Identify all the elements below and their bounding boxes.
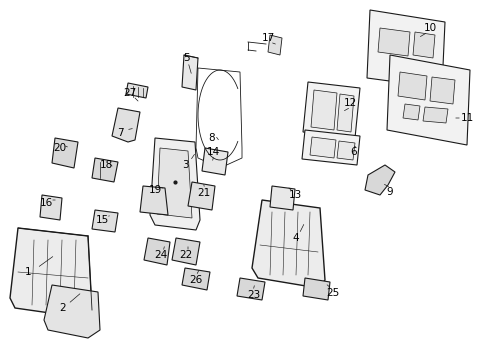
Polygon shape [309,137,335,158]
Text: 8: 8 [208,133,215,143]
Text: 2: 2 [60,303,66,313]
Polygon shape [412,32,434,58]
Polygon shape [182,268,209,290]
Text: 12: 12 [343,98,356,108]
Text: 5: 5 [183,53,189,63]
Text: 21: 21 [197,188,210,198]
Polygon shape [92,158,118,182]
Text: 1: 1 [24,267,31,277]
Polygon shape [112,108,140,142]
Polygon shape [377,28,409,56]
Polygon shape [10,228,92,318]
Polygon shape [40,195,62,220]
Text: 26: 26 [189,275,202,285]
Polygon shape [422,107,447,123]
Text: 9: 9 [386,187,392,197]
Polygon shape [182,55,198,90]
Polygon shape [364,165,394,195]
Text: 19: 19 [148,185,162,195]
Polygon shape [143,238,170,265]
Text: 6: 6 [350,147,357,157]
Polygon shape [397,72,426,100]
Polygon shape [187,182,215,210]
Polygon shape [202,148,227,175]
Polygon shape [336,94,353,132]
Text: 18: 18 [99,160,112,170]
Polygon shape [92,210,118,232]
Text: 16: 16 [40,198,53,208]
Polygon shape [251,200,325,288]
Polygon shape [303,82,359,138]
Polygon shape [402,104,419,120]
Text: 20: 20 [53,143,66,153]
Polygon shape [126,83,148,98]
Text: 15: 15 [95,215,108,225]
Text: 10: 10 [423,23,436,33]
Text: 3: 3 [182,160,188,170]
Text: 4: 4 [292,233,299,243]
Polygon shape [303,278,329,300]
Polygon shape [310,90,336,130]
Polygon shape [302,130,359,165]
Text: 11: 11 [459,113,473,123]
Polygon shape [52,138,78,168]
Text: 13: 13 [288,190,301,200]
Text: 24: 24 [154,250,167,260]
Polygon shape [237,278,264,300]
Polygon shape [366,10,444,88]
Text: 22: 22 [179,250,192,260]
Text: 17: 17 [261,33,274,43]
Polygon shape [140,186,168,215]
Text: 25: 25 [325,288,339,298]
Polygon shape [269,186,294,210]
Polygon shape [157,148,192,218]
Text: 7: 7 [117,128,123,138]
Polygon shape [336,141,354,160]
Text: 27: 27 [123,88,136,98]
Text: 23: 23 [247,290,260,300]
Polygon shape [429,77,454,104]
Polygon shape [267,35,282,55]
Polygon shape [386,55,469,145]
Text: 14: 14 [206,147,219,157]
Polygon shape [172,238,200,265]
Polygon shape [150,138,200,230]
Polygon shape [44,285,100,338]
